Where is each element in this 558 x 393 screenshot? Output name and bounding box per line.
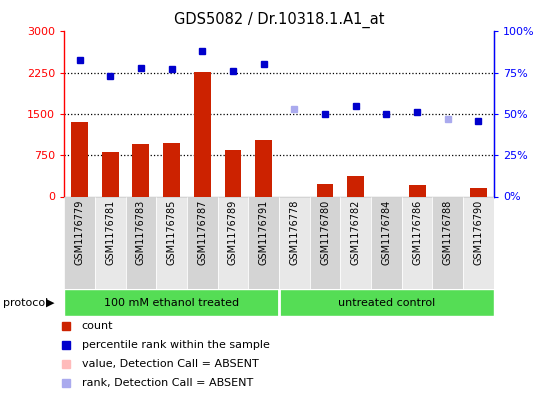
Bar bbox=[102, 152, 119, 196]
Bar bbox=[194, 72, 211, 196]
Text: GSM1176790: GSM1176790 bbox=[474, 199, 483, 264]
Bar bbox=[279, 196, 310, 289]
Text: GSM1176791: GSM1176791 bbox=[259, 199, 268, 264]
Bar bbox=[71, 122, 88, 196]
Text: GDS5082 / Dr.10318.1.A1_at: GDS5082 / Dr.10318.1.A1_at bbox=[174, 12, 384, 28]
Bar bbox=[218, 196, 248, 289]
Text: GSM1176779: GSM1176779 bbox=[75, 199, 84, 264]
Text: untreated control: untreated control bbox=[338, 298, 435, 308]
Bar bbox=[432, 196, 463, 289]
Text: GSM1176783: GSM1176783 bbox=[136, 199, 146, 264]
Text: GSM1176780: GSM1176780 bbox=[320, 199, 330, 264]
Text: protocol: protocol bbox=[3, 298, 48, 308]
Text: GSM1176787: GSM1176787 bbox=[198, 199, 207, 264]
Bar bbox=[340, 196, 371, 289]
Text: rank, Detection Call = ABSENT: rank, Detection Call = ABSENT bbox=[81, 378, 253, 388]
Bar bbox=[132, 144, 150, 196]
Bar bbox=[224, 150, 242, 196]
Text: GSM1176778: GSM1176778 bbox=[290, 199, 299, 264]
Bar bbox=[279, 289, 494, 316]
Bar bbox=[163, 143, 180, 196]
Text: GSM1176781: GSM1176781 bbox=[105, 199, 115, 264]
Bar bbox=[126, 196, 156, 289]
Text: value, Detection Call = ABSENT: value, Detection Call = ABSENT bbox=[81, 359, 258, 369]
Bar bbox=[347, 176, 364, 196]
Text: GSM1176788: GSM1176788 bbox=[443, 199, 453, 264]
Bar bbox=[64, 289, 279, 316]
Bar bbox=[316, 184, 334, 196]
Text: ▶: ▶ bbox=[46, 298, 55, 308]
Text: GSM1176782: GSM1176782 bbox=[351, 199, 360, 264]
Text: percentile rank within the sample: percentile rank within the sample bbox=[81, 340, 270, 350]
Bar bbox=[64, 196, 95, 289]
Bar bbox=[463, 196, 494, 289]
Bar bbox=[408, 185, 426, 196]
Bar bbox=[255, 140, 272, 196]
Bar bbox=[156, 196, 187, 289]
Text: count: count bbox=[81, 321, 113, 331]
Bar bbox=[248, 196, 279, 289]
Text: GSM1176789: GSM1176789 bbox=[228, 199, 238, 264]
Bar bbox=[310, 196, 340, 289]
Text: GSM1176786: GSM1176786 bbox=[412, 199, 422, 264]
Bar bbox=[371, 196, 402, 289]
Text: GSM1176784: GSM1176784 bbox=[382, 199, 391, 264]
Bar bbox=[187, 196, 218, 289]
Bar bbox=[402, 196, 432, 289]
Text: 100 mM ethanol treated: 100 mM ethanol treated bbox=[104, 298, 239, 308]
Bar bbox=[470, 188, 487, 196]
Bar bbox=[95, 196, 126, 289]
Text: GSM1176785: GSM1176785 bbox=[167, 199, 176, 264]
